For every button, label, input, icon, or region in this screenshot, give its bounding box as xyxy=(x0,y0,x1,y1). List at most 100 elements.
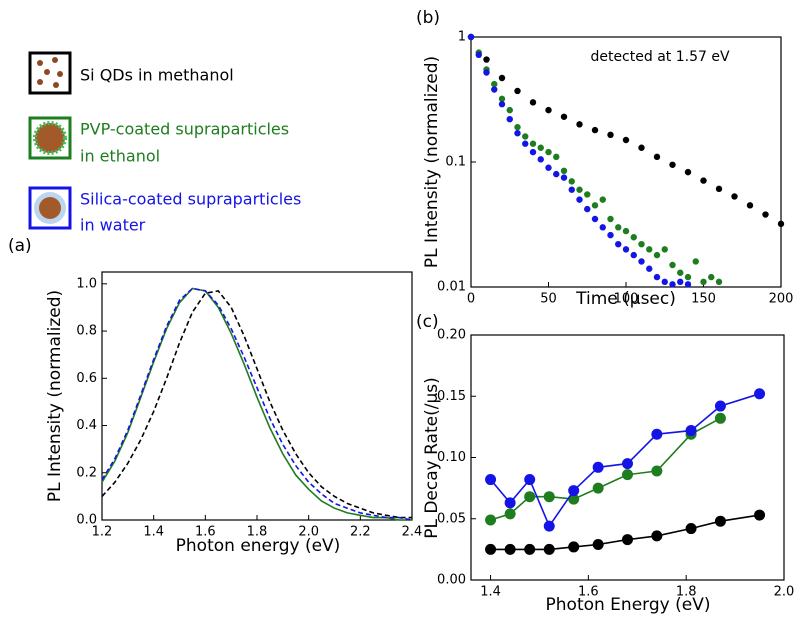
y-tick-label: 0.01 xyxy=(437,280,466,295)
y-tick-label: 0.4 xyxy=(76,418,97,433)
point xyxy=(731,193,738,200)
point xyxy=(498,74,506,82)
x-tick-label: 1.2 xyxy=(92,525,113,540)
point xyxy=(607,215,614,223)
point xyxy=(692,258,699,265)
x-tick-label: 1.4 xyxy=(143,525,164,540)
point xyxy=(615,224,622,231)
point xyxy=(514,123,521,131)
x-tick-label: 50 xyxy=(540,292,557,307)
x-tick-label: 1.8 xyxy=(247,525,268,540)
panel: (b) Time (μsec) PL Intensity (normalized) d… xyxy=(416,8,793,309)
marker xyxy=(592,482,604,494)
legend-text: Silica-coated supraparticles xyxy=(80,190,301,209)
point xyxy=(498,95,506,103)
icon-frame xyxy=(28,51,72,95)
point xyxy=(591,126,599,134)
panel-label: (b) xyxy=(416,8,440,28)
y-tick-label: 0.05 xyxy=(437,511,466,526)
point xyxy=(599,196,606,203)
marker xyxy=(524,474,536,486)
y-tick-label: 0.6 xyxy=(76,371,97,386)
x-tick-label: 1.8 xyxy=(676,585,697,600)
series-line xyxy=(101,287,412,521)
panel: (c) Photon Energy (eV) PL Decay Rate(/μs) 1… xyxy=(416,312,794,615)
y-tick-label: 0.0 xyxy=(76,513,97,528)
point xyxy=(545,164,552,171)
point xyxy=(545,148,552,156)
point xyxy=(591,202,599,209)
point xyxy=(708,273,715,281)
x-tick-label: 1.6 xyxy=(578,585,599,600)
point xyxy=(607,231,614,239)
x-tick-label: 100 xyxy=(614,292,639,307)
marker xyxy=(714,515,726,527)
point xyxy=(646,246,653,253)
point xyxy=(560,167,568,175)
x-tick-label: 0 xyxy=(467,292,475,307)
legend-text: in ethanol xyxy=(80,147,160,166)
marker xyxy=(651,530,663,542)
x-tick-label: 1.6 xyxy=(195,525,216,540)
y-tick-label: 0.8 xyxy=(76,324,97,339)
marker xyxy=(504,543,516,555)
point xyxy=(684,273,692,281)
legend-icons xyxy=(28,51,72,230)
marker xyxy=(685,425,697,437)
marker xyxy=(543,491,555,503)
marker xyxy=(485,543,497,555)
point xyxy=(467,33,475,41)
marker xyxy=(622,458,633,470)
x-axis-label: Photon energy (eV) xyxy=(176,536,341,556)
x-tick-label: 200 xyxy=(769,292,794,307)
marker xyxy=(651,428,663,440)
marker xyxy=(622,534,633,546)
x-axis-label: Photon Energy (eV) xyxy=(546,595,711,615)
pvp-icon xyxy=(33,121,67,155)
point xyxy=(553,153,560,161)
point xyxy=(475,51,482,59)
legend-text: in water xyxy=(80,216,146,235)
point xyxy=(638,258,645,265)
point xyxy=(560,113,568,120)
point xyxy=(584,191,591,198)
marker xyxy=(524,491,536,503)
point xyxy=(591,215,599,223)
point xyxy=(653,153,661,161)
point xyxy=(700,177,707,184)
point xyxy=(715,278,723,286)
panel-label: (a) xyxy=(8,236,32,256)
point xyxy=(529,140,537,147)
y-tick-label: 1.0 xyxy=(76,276,97,291)
point xyxy=(537,156,544,163)
marker xyxy=(754,509,766,521)
y-tick-label: 0.20 xyxy=(437,328,466,343)
point xyxy=(514,87,521,95)
point xyxy=(529,99,537,106)
marker xyxy=(754,388,766,400)
marker xyxy=(568,485,580,497)
point xyxy=(522,133,529,140)
point xyxy=(661,278,668,286)
x-axis-label: Time (μsec) xyxy=(575,289,676,309)
marker xyxy=(714,400,726,412)
x-tick-label: 2.0 xyxy=(774,585,795,600)
y-tick-label: 1 xyxy=(458,30,466,45)
point xyxy=(483,56,490,63)
point xyxy=(677,278,684,286)
point xyxy=(630,234,637,241)
marker xyxy=(622,469,633,481)
point xyxy=(537,144,544,151)
point xyxy=(762,211,769,218)
point xyxy=(568,178,575,185)
point xyxy=(576,121,583,128)
point xyxy=(498,101,506,108)
marker xyxy=(504,508,516,520)
point xyxy=(677,269,684,276)
marker xyxy=(651,465,663,477)
legend-text: Si QDs in methanol xyxy=(80,66,234,85)
point xyxy=(576,186,583,193)
point xyxy=(638,240,645,248)
legend: Si QDs in methanol PVP-coated suprapartic… xyxy=(80,66,301,235)
